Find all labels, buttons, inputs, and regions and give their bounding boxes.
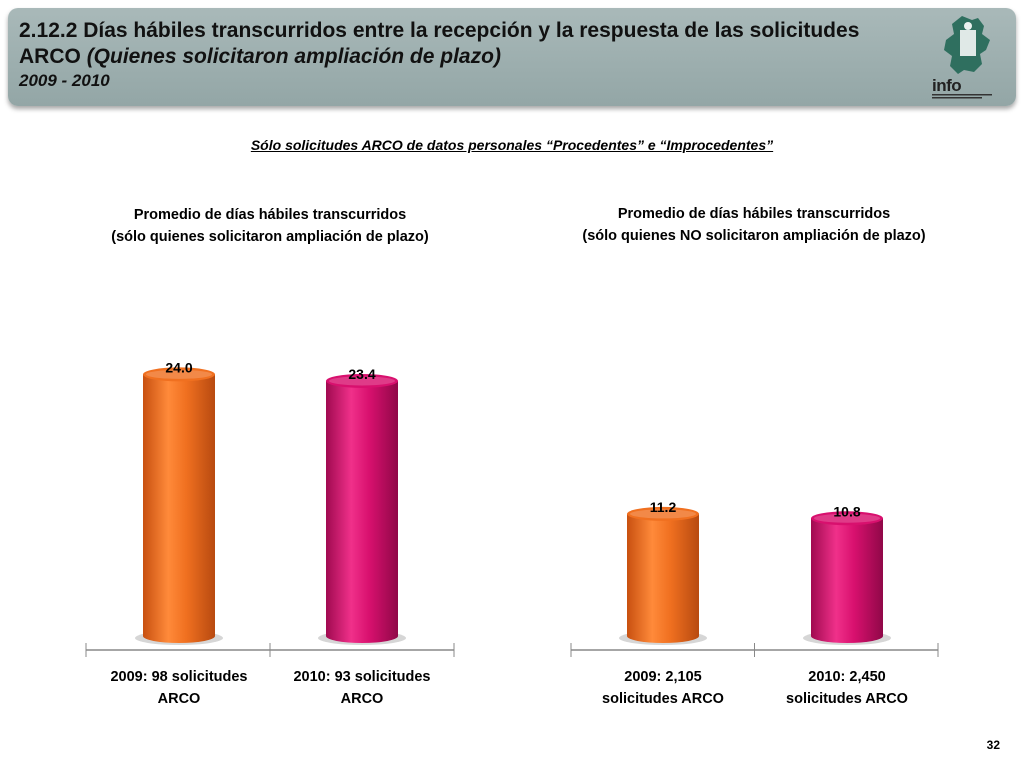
chart1-title-line2: (sólo quienes solicitaron ampliación de … — [111, 229, 429, 245]
chart2-category-label-0-1: solicitudes ARCO — [602, 691, 724, 707]
chart1-bar-top-1 — [326, 373, 398, 388]
slide-header: 2.12.2 Días hábiles transcurridos entre … — [8, 8, 1016, 106]
chart1-bar-top-0 — [143, 367, 215, 382]
page-number: 32 — [986, 738, 1000, 752]
chart1-bar-bottom-0 — [143, 629, 215, 643]
chart2-bar-1 — [811, 518, 883, 636]
chart1-value-label-0: 24.0 — [165, 359, 192, 375]
chart1-category-label-0-1: ARCO — [158, 691, 201, 707]
header-text: 2.12.2 Días hábiles transcurridos entre … — [19, 18, 919, 92]
chart2-value-label-0: 11.2 — [650, 499, 677, 515]
chart2-title-line1: Promedio de días hábiles transcurridos — [617, 206, 891, 222]
chart1-bar-top-shine-1 — [329, 376, 395, 386]
slide-title: 2.12.2 Días hábiles transcurridos entre … — [19, 18, 919, 70]
chart1-category-label-1-1: ARCO — [341, 691, 384, 707]
logo-subtext-icon — [932, 94, 992, 99]
infodf-logo: info — [932, 14, 1004, 102]
logo-text: info — [932, 76, 962, 95]
chart1-bar-top-shine-0 — [146, 369, 212, 379]
chart1-title-line1: Promedio de días hábiles transcurridos — [133, 207, 407, 223]
chart2-title-line2: (sólo quienes NO solicitaron ampliación … — [582, 228, 926, 244]
chart2-bar-0 — [627, 513, 699, 636]
chart2-bar-top-0 — [627, 506, 699, 521]
chart1-category-label-1-0: 2010: 93 solicitudes — [293, 669, 430, 685]
chart1-category-label-0-0: 2009: 98 solicitudes — [110, 669, 247, 685]
chart2-category-label-0-0: 2009: 2,105 — [624, 669, 701, 685]
chart1-value-label-1: 23.4 — [348, 366, 375, 382]
slide-title-main: 2.12.2 Días hábiles transcurridos entre … — [19, 19, 860, 68]
chart1-bar-bottom-1 — [326, 629, 398, 643]
chart2-bar-bottom-1 — [811, 629, 883, 643]
chart2-value-label-1: 10.8 — [833, 503, 860, 519]
slide-years: 2009 - 2010 — [19, 71, 110, 90]
chart2-title: Promedio de días hábiles transcurridos (… — [544, 203, 964, 247]
chart2-category-label-1-0: 2010: 2,450 — [808, 669, 885, 685]
chart2-category-label-1-1: solicitudes ARCO — [786, 691, 908, 707]
map-shape-icon — [944, 16, 990, 74]
chart1-title: Promedio de días hábiles transcurridos (… — [60, 204, 480, 248]
chart2-bar-top-shine-0 — [630, 509, 696, 519]
chart2-bar-top-1 — [811, 511, 883, 526]
chart2-bar-bottom-0 — [627, 629, 699, 643]
slide-subtitle: Sólo solicitudes ARCO de datos personale… — [250, 137, 774, 153]
chart1-bar-1 — [326, 380, 398, 636]
chart1-bar-0 — [143, 374, 215, 636]
chart2-bar-top-shine-1 — [814, 513, 880, 523]
slide-title-italic: (Quienes solicitaron ampliación de plazo… — [86, 45, 501, 68]
